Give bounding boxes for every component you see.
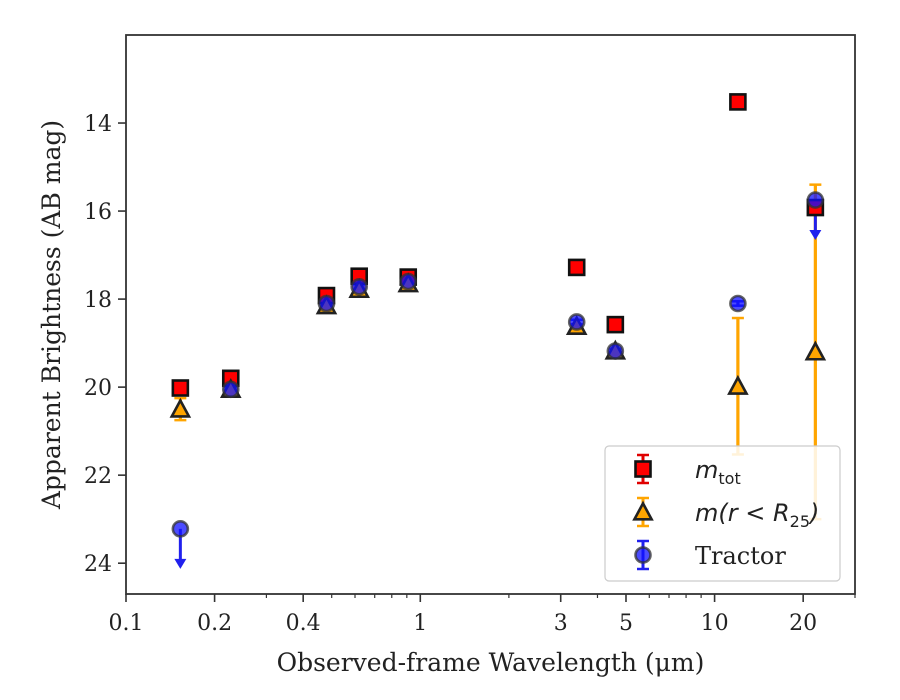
legend-label-main: m <box>695 456 718 484</box>
y-axis: 14 16 18 20 22 24 <box>84 112 126 577</box>
data-point-circle <box>171 520 190 538</box>
x-tick-label: 10 <box>701 611 729 636</box>
data-point-square <box>729 93 747 111</box>
y-tick-label: 22 <box>84 464 112 489</box>
data-point-circle <box>806 191 825 209</box>
legend-item: m(r < R25) <box>632 496 819 531</box>
upper-limit-arrowhead <box>809 230 822 241</box>
data-point-circle <box>317 294 336 313</box>
markers-layer <box>169 93 827 538</box>
x-axis-label: Observed-frame Wavelength (μm) <box>277 648 705 677</box>
x-tick-label: 0.1 <box>109 611 144 636</box>
x-tick-label: 5 <box>619 611 633 636</box>
legend-item: Tractor <box>634 539 786 571</box>
legend: mtot m(r < R25) Tractor <box>604 445 841 582</box>
x-axis: 0.1 0.2 0.4 1 3 5 10 20 <box>109 594 856 636</box>
legend-label: m(r < R25) <box>695 499 819 531</box>
data-point-circle <box>606 342 625 360</box>
y-tick-label: 18 <box>84 288 112 313</box>
x-tick-label: 0.4 <box>286 611 321 636</box>
x-tick-label: 1 <box>413 611 427 636</box>
x-tick-label: 20 <box>789 611 817 636</box>
legend-label: Tractor <box>695 542 786 570</box>
data-point-circle <box>350 277 368 296</box>
y-tick-label: 14 <box>84 112 112 137</box>
data-point-triangle <box>804 340 827 361</box>
y-tick-label: 16 <box>84 200 112 225</box>
x-tick-label: 0.2 <box>197 611 232 636</box>
legend-marker-triangle <box>632 500 654 521</box>
data-point-triangle <box>727 374 749 395</box>
legend-label-subscript: tot <box>718 469 740 488</box>
legend-box <box>604 445 841 582</box>
data-point-circle <box>729 294 747 313</box>
data-point-square <box>567 258 586 277</box>
legend-label-main: m(r < R <box>695 499 790 527</box>
y-tick-label: 24 <box>84 552 112 577</box>
x-tick-label: 3 <box>554 611 568 636</box>
data-point-circle <box>567 313 586 331</box>
data-point-square <box>606 315 625 334</box>
legend-marker-square <box>634 460 652 478</box>
plot-frame <box>125 34 856 595</box>
data-point-square <box>171 379 190 397</box>
y-tick-label: 20 <box>84 376 112 401</box>
legend-item: mtot <box>634 453 741 488</box>
legend-label-tail: ) <box>808 499 819 527</box>
legend-label: mtot <box>695 456 741 488</box>
upper-limit-arrowhead <box>174 558 187 569</box>
y-axis-label: Apparent Brightness (AB mag) <box>37 120 66 510</box>
legend-label-subscript: 25 <box>790 512 810 531</box>
legend-marker-circle <box>634 546 652 564</box>
data-point-triangle <box>169 397 192 418</box>
data-point-circle <box>399 272 418 291</box>
data-point-circle <box>221 380 240 399</box>
